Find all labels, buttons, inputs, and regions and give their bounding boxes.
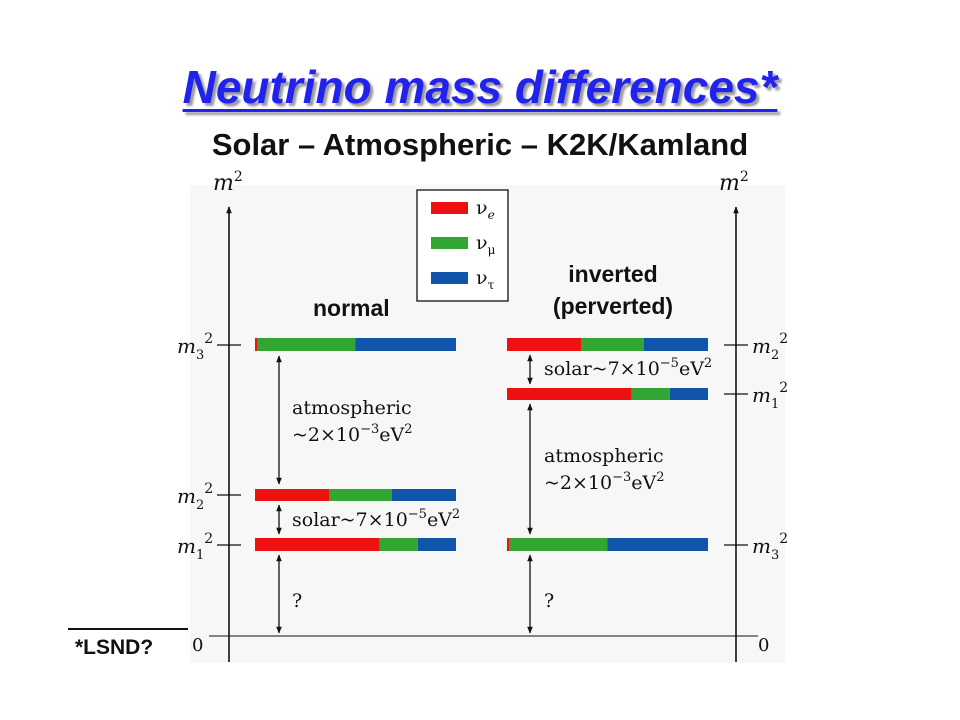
bar-segment-nu-mu [631, 388, 670, 400]
bar-segment-nu-e [255, 538, 380, 551]
bar-segment-nu-e [507, 338, 582, 351]
bar-segment-nu-tau [669, 388, 708, 400]
inverted-solar-label: solar~7×10−5eV2 [544, 356, 712, 380]
perverted-heading: (perverted) [553, 293, 673, 319]
bar-segment-nu-mu [581, 338, 644, 351]
normal-level-m1 [255, 538, 456, 551]
inverted-atmospheric-label: atmospheric [544, 445, 664, 467]
legend-entry-nu-mu: νμ [431, 232, 496, 257]
bar-segment-nu-e [507, 538, 510, 551]
label-left-m2: m22 [177, 481, 213, 513]
bar-segment-nu-e [255, 489, 330, 501]
normal-level-m2 [255, 489, 456, 501]
footnote-rule [68, 628, 188, 630]
bar-segment-nu-tau [355, 338, 456, 351]
label-left-m3: m32 [177, 331, 213, 363]
normal-atmospheric-label: atmospheric [292, 397, 412, 419]
bar-segment-nu-tau [607, 538, 708, 551]
inverted-level-m3 [507, 538, 708, 551]
bar-segment-nu-e [507, 388, 632, 400]
inverted-unknown-label: ? [544, 590, 554, 612]
label-right-m1: m12 [752, 380, 788, 412]
inverted-heading: inverted [568, 261, 657, 287]
legend-swatch-nu-tau [431, 272, 468, 284]
bar-segment-nu-tau [643, 338, 708, 351]
legend-entry-nu-e: νe [431, 197, 495, 222]
bar-segment-nu-mu [379, 538, 418, 551]
right-axis-label: m2 [719, 169, 749, 196]
bar-segment-nu-tau [391, 489, 456, 501]
inverted-level-m2 [507, 338, 708, 351]
zero-label-left: 0 [192, 635, 203, 656]
legend-swatch-nu-mu [431, 237, 468, 249]
legend-label-nu-mu: νμ [476, 232, 496, 257]
label-right-m3: m32 [752, 531, 788, 563]
inverted-level-m1 [507, 388, 708, 400]
label-left-m1: m12 [177, 531, 213, 563]
normal-solar-label: solar~7×10−5eV2 [292, 507, 460, 531]
legend-label-nu-tau: ντ [476, 267, 495, 292]
footnote: *LSND? [75, 636, 154, 659]
normal-atmospheric-value: ~2×10−3eV2 [292, 422, 413, 446]
label-right-m2: m22 [752, 331, 788, 363]
bar-segment-nu-tau [417, 538, 456, 551]
normal-heading: normal [313, 295, 390, 321]
normal-unknown-label: ? [292, 590, 302, 612]
bar-segment-nu-mu [257, 338, 356, 351]
bar-segment-nu-mu [329, 489, 392, 501]
legend-label-nu-e: νe [476, 197, 495, 222]
legend-entry-nu-tau: ντ [431, 267, 495, 292]
legend-swatch-nu-e [431, 202, 468, 214]
inverted-atmospheric-value: ~2×10−3eV2 [544, 470, 665, 494]
bar-segment-nu-mu [509, 538, 608, 551]
zero-label-right: 0 [758, 635, 769, 656]
normal-level-m3 [255, 338, 456, 351]
left-axis-label: m2 [213, 169, 243, 196]
slide-subtitle: Solar – Atmospheric – K2K/Kamland [211, 127, 749, 162]
slide-title: Neutrino mass differences* [182, 61, 778, 113]
bar-segment-nu-e [255, 338, 258, 351]
